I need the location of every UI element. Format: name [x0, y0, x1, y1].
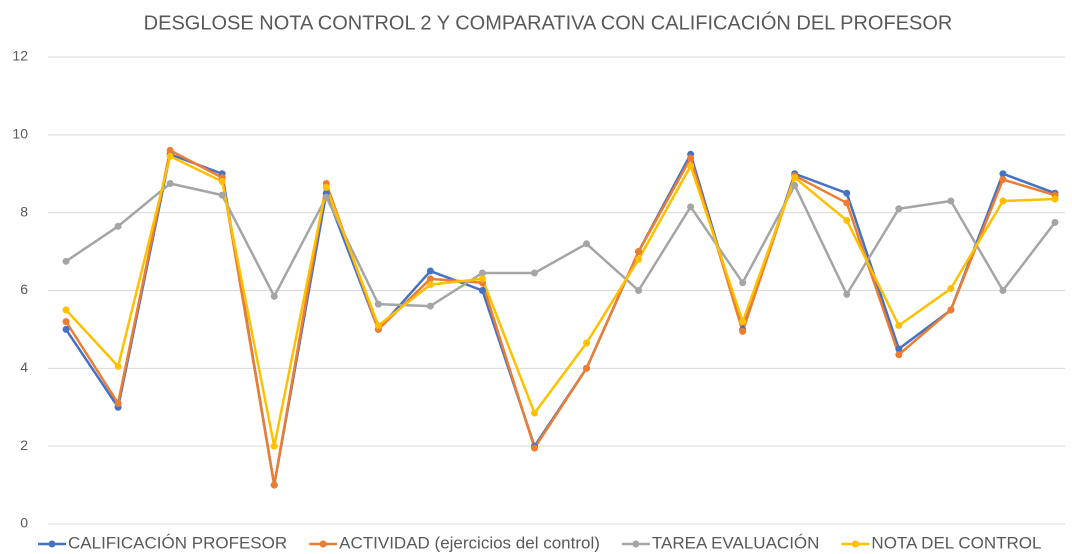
point: [583, 339, 591, 347]
point: [374, 300, 382, 308]
point: [999, 170, 1007, 178]
point: [635, 248, 643, 256]
point: [322, 193, 330, 201]
point: [843, 189, 851, 197]
point: [895, 205, 903, 213]
point: [947, 197, 955, 205]
point: [999, 287, 1007, 294]
y-tick-label: 12: [12, 48, 28, 64]
legend-marker: [851, 540, 859, 548]
legend-label: CALIFICACIÓN PROFESOR: [68, 533, 287, 552]
point: [62, 306, 70, 314]
point: [739, 327, 747, 335]
point: [270, 292, 278, 300]
point: [843, 216, 851, 224]
legend-marker: [632, 540, 640, 548]
point: [270, 442, 278, 450]
point: [999, 197, 1007, 205]
point: [583, 240, 591, 248]
point: [1051, 195, 1059, 203]
chart-title: DESGLOSE NOTA CONTROL 2 Y COMPARATIVA CO…: [144, 11, 953, 34]
legend-marker: [319, 540, 327, 548]
point: [635, 287, 643, 294]
point: [62, 257, 70, 265]
point: [478, 269, 486, 277]
point: [530, 444, 538, 452]
point: [635, 255, 643, 263]
point: [426, 281, 434, 289]
point: [583, 364, 591, 372]
point: [895, 322, 903, 330]
point: [843, 199, 851, 207]
point: [218, 191, 226, 199]
point: [114, 222, 122, 230]
point: [895, 351, 903, 359]
legend-label: ACTIVIDAD (ejercicios del control): [339, 533, 600, 552]
point: [166, 152, 174, 160]
series-line: [64, 149, 1056, 487]
point: [999, 176, 1007, 184]
point: [374, 322, 382, 330]
point: [62, 318, 70, 326]
point: [791, 174, 799, 182]
y-tick-label: 10: [12, 126, 28, 142]
point: [426, 302, 434, 310]
point: [947, 285, 955, 293]
point: [166, 179, 174, 187]
point: [687, 203, 695, 211]
point: [895, 345, 903, 353]
point: [687, 162, 695, 170]
y-tick-label: 4: [20, 359, 28, 375]
point: [530, 269, 538, 277]
series-line: [65, 154, 1056, 448]
point: [1051, 218, 1059, 226]
y-tick-label: 2: [20, 437, 28, 453]
point: [947, 306, 955, 314]
series-line: [65, 182, 1056, 308]
point: [114, 399, 122, 407]
point: [218, 178, 226, 186]
point: [739, 318, 747, 326]
point: [687, 154, 695, 162]
point: [791, 181, 799, 189]
point: [322, 183, 330, 191]
legend-label: NOTA DEL CONTROL: [871, 533, 1041, 552]
point: [166, 146, 174, 154]
point: [530, 409, 538, 417]
point: [426, 275, 434, 283]
point: [478, 287, 486, 294]
legend-marker: [48, 540, 56, 548]
y-tick-label: 6: [20, 281, 28, 297]
legend-label: TAREA EVALUACIÓN: [652, 533, 820, 552]
point: [739, 279, 747, 287]
point: [426, 267, 434, 275]
point: [270, 481, 278, 489]
point: [62, 325, 70, 333]
point: [843, 290, 851, 298]
point: [478, 275, 486, 283]
y-tick-label: 0: [20, 515, 28, 531]
point: [114, 362, 122, 370]
y-tick-label: 8: [20, 203, 28, 219]
